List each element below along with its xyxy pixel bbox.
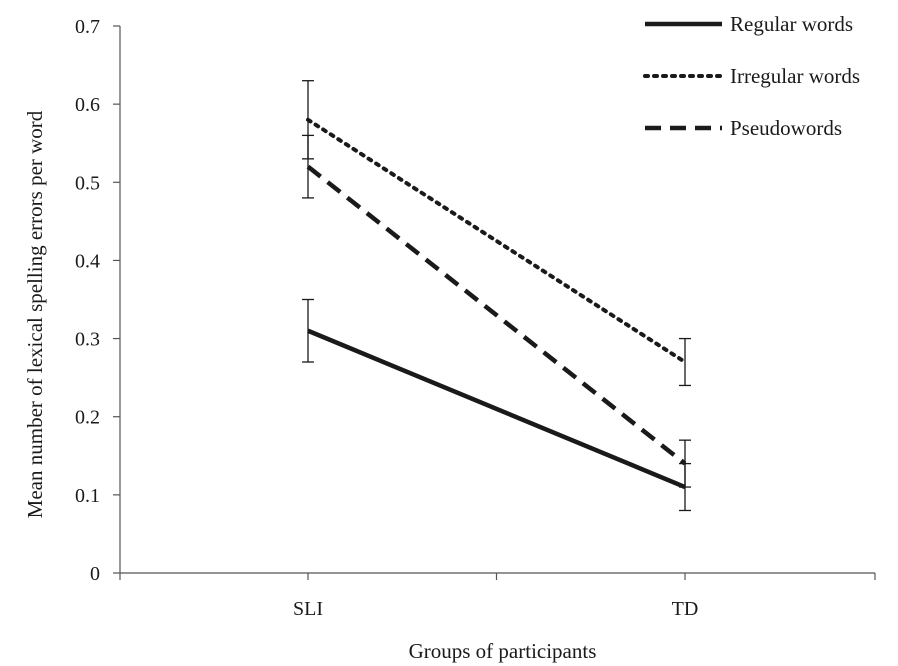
series-line xyxy=(306,117,687,365)
y-axis-label: Mean number of lexical spelling errors p… xyxy=(23,110,47,518)
legend-label: Irregular words xyxy=(730,64,860,88)
legend: Regular words Irregular words Pseudowords xyxy=(643,12,860,140)
y-tick-label: 0.5 xyxy=(75,172,100,194)
x-tick-label: SLI xyxy=(293,598,323,620)
legend-label: Pseudowords xyxy=(730,116,842,140)
y-tick-label: 0 xyxy=(90,563,100,585)
series-layer xyxy=(302,80,691,512)
series-regular-words xyxy=(302,298,691,512)
y-axis-ticks: 0 0.1 0.2 0.3 0.4 0.5 0.6 0.7 xyxy=(75,16,120,585)
series-irregular-words xyxy=(302,80,691,387)
x-tick-label: TD xyxy=(672,598,699,620)
series-pseudowords xyxy=(302,134,691,488)
y-tick-label: 0.7 xyxy=(75,16,100,38)
y-tick-label: 0.3 xyxy=(75,329,100,351)
x-axis-ticks: SLI TD xyxy=(119,573,876,620)
legend-label: Regular words xyxy=(730,12,853,36)
x-axis-label: Groups of participants xyxy=(409,639,597,663)
series-line xyxy=(306,164,687,466)
y-tick-label: 0.4 xyxy=(75,250,100,272)
y-tick-label: 0.2 xyxy=(75,407,100,429)
series-line xyxy=(307,328,686,490)
y-tick-label: 0.1 xyxy=(75,485,100,507)
y-tick-label: 0.6 xyxy=(75,94,100,116)
